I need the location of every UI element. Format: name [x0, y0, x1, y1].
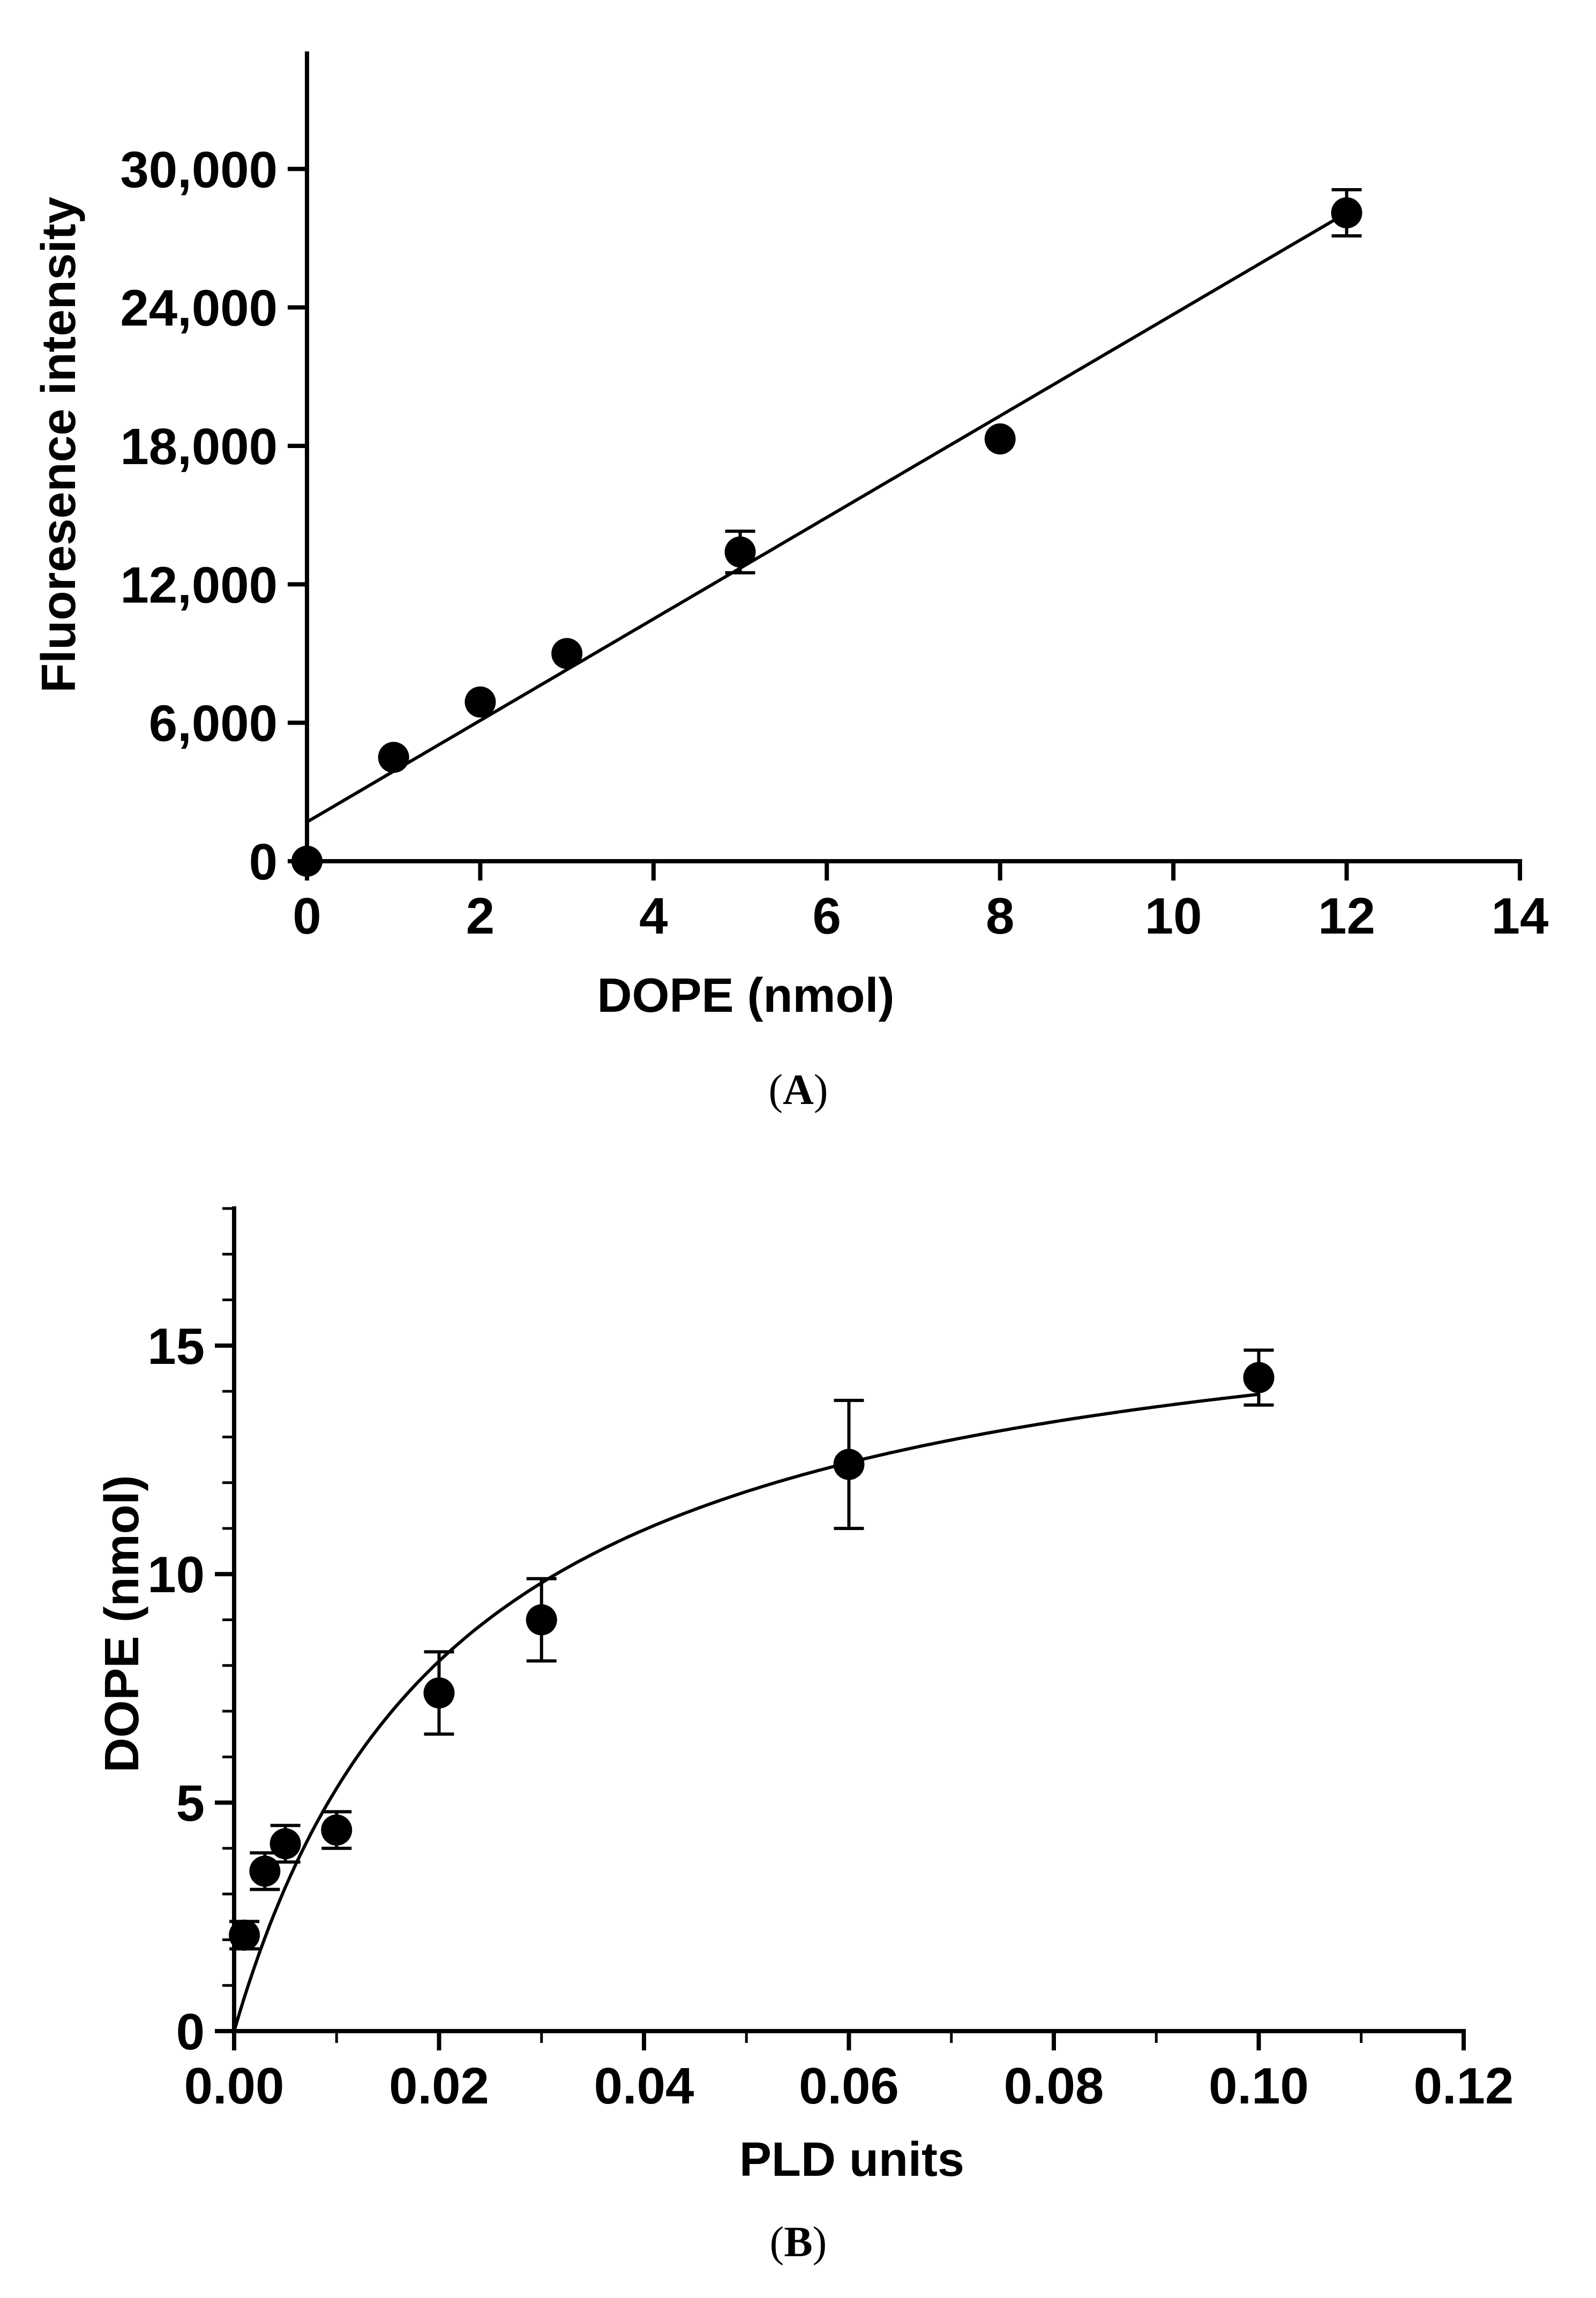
panel-a-data-point: [378, 742, 409, 773]
panel-a-data-point: [724, 536, 756, 568]
panel-a-fit-curve: [306, 211, 1348, 824]
panel-a-caption: (A): [768, 1066, 828, 1114]
panel-b-x-tick-label: 0.04: [594, 2057, 694, 2115]
panel-b-data-point: [423, 1677, 455, 1708]
panel-a-y-axis-title: Fluoresence intensity: [32, 197, 86, 692]
panel-a-x-tick-label: 2: [466, 887, 494, 945]
panel-a-chart: 0 2 4 6 8 10 12 14 0 6,000 12,000 18,000 24,000 30,00…: [32, 51, 1549, 1114]
panel-b-x-tick-label: 0.12: [1414, 2057, 1514, 2115]
panel-b-data-point: [249, 1855, 281, 1887]
panel-b-y-tick-label: 0: [176, 2003, 205, 2061]
panel-b-x-tick-label: 0.00: [184, 2057, 284, 2115]
panel-a-data-point: [1331, 197, 1362, 229]
panel-b-x-axis-title: PLD units: [739, 2133, 964, 2187]
panel-a-y-tick-label: 30,000: [120, 141, 278, 198]
panel-b-data-point: [321, 1814, 353, 1846]
panel-a-data-points: [291, 188, 1362, 877]
panel-a-x-tick-label: 4: [639, 887, 668, 945]
panel-b-chart: 0.00 0.02 0.04 0.06 0.08 0.10 0.12 0 5 10 15 PLD u…: [95, 1206, 1514, 2266]
panel-a-y-tick-label: 6,000: [149, 695, 278, 752]
panel-b-y-axis-title: DOPE (nmol): [95, 1475, 149, 1773]
panel-a-y-tick-label: 12,000: [120, 556, 278, 614]
panel-a-fit-group: [306, 211, 1348, 824]
panel-b-data-point: [1243, 1362, 1275, 1393]
panel-a-data-point: [291, 846, 323, 877]
panel-b-x-tick-label: 0.06: [799, 2057, 899, 2115]
panel-a-data-point: [551, 638, 583, 669]
panel-b-data-point: [526, 1604, 557, 1636]
panel-b-caption-letter: B: [784, 2219, 812, 2266]
panel-b-data-point: [229, 1919, 260, 1951]
panel-b-x-tick-label: 0.10: [1209, 2057, 1309, 2115]
panel-b-data-point: [833, 1449, 865, 1480]
panel-a-x-tick-label: 12: [1318, 887, 1375, 945]
panel-a-x-tick-label: 10: [1145, 887, 1202, 945]
panel-b-caption: (B): [770, 2219, 827, 2266]
panel-a-x-tick-label: 8: [986, 887, 1014, 945]
panel-a-data-point: [984, 423, 1016, 455]
panel-a-y-tick-label: 24,000: [120, 280, 278, 337]
panel-a-caption-letter: A: [783, 1066, 814, 1114]
panel-b-y-tick-label: 10: [147, 1546, 205, 1603]
panel-a-x-axis-title: DOPE (nmol): [597, 969, 895, 1023]
panel-a-x-tick-label: 0: [293, 887, 321, 945]
panel-a-axes: 0 2 4 6 8 10 12 14 0 6,000 12,000 18,000 24,000 30,00…: [120, 51, 1549, 945]
panel-b-fit-curve: [233, 1392, 1259, 2032]
panel-b-axes: 0.00 0.02 0.04 0.06 0.08 0.10 0.12 0 5 10 15: [147, 1206, 1514, 2115]
panel-b-y-tick-label: 5: [176, 1775, 205, 1832]
panel-b-data-point: [269, 1828, 301, 1860]
panel-b-fit-group: [233, 1392, 1259, 2032]
panel-a-y-tick-label: 18,000: [120, 418, 278, 475]
panel-b-y-tick-label: 15: [147, 1318, 205, 1375]
panel-b-x-tick-label: 0.08: [1004, 2057, 1104, 2115]
panel-a-x-tick-label: 6: [813, 887, 841, 945]
panel-b-data-points: [229, 1348, 1275, 1951]
panel-a-data-point: [464, 686, 496, 718]
panel-a-y-tick-label: 0: [249, 833, 278, 891]
panel-b-x-tick-label: 0.02: [389, 2057, 489, 2115]
panel-a-x-tick-label: 14: [1492, 887, 1549, 945]
